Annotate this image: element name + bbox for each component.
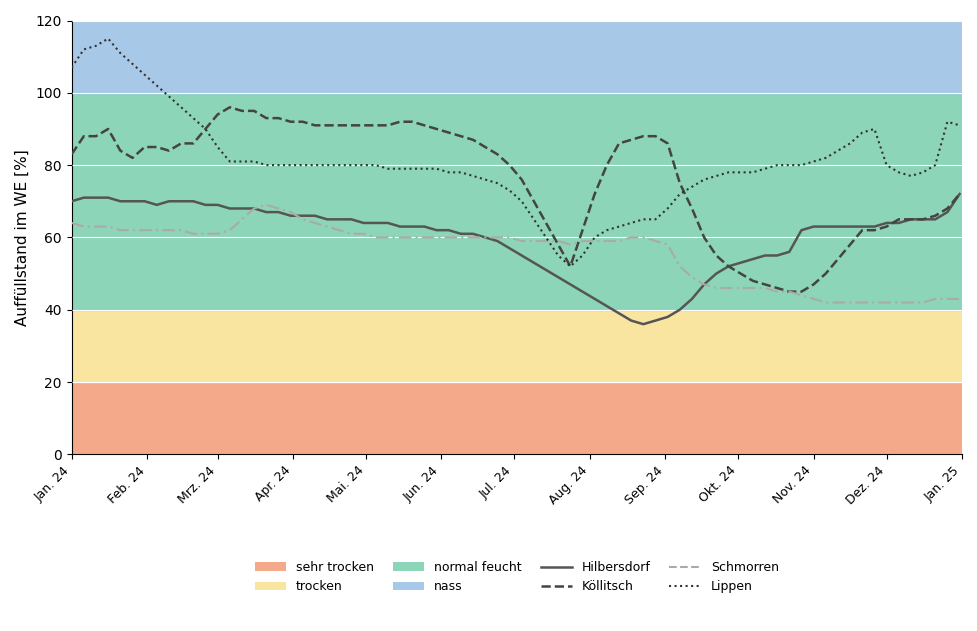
Bar: [71, 382, 962, 454]
Bar: [71, 310, 962, 382]
Y-axis label: Auffüllstand im WE [%]: Auffüllstand im WE [%]: [15, 149, 30, 326]
Legend: sehr trocken, trocken, normal feucht, nass, Hilbersdorf, Köllitsch, Schmorren, L: sehr trocken, trocken, normal feucht, na…: [250, 556, 784, 598]
Bar: [71, 20, 962, 93]
Bar: [71, 93, 962, 310]
